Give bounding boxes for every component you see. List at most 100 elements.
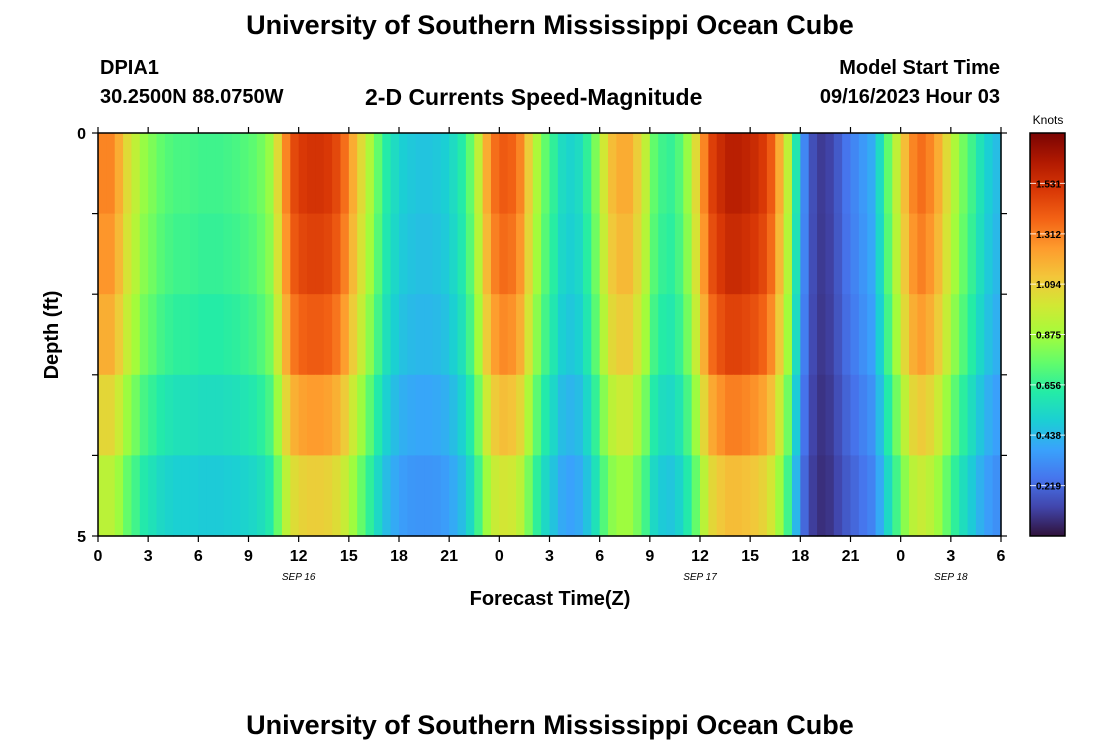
heatmap-cell (775, 133, 785, 215)
x-tick-label: 0 (896, 548, 905, 565)
heatmap-cell (265, 455, 275, 537)
heatmap-cell (666, 455, 676, 537)
heatmap-cell (440, 455, 450, 537)
heatmap-cell (340, 133, 350, 215)
heatmap-cell (98, 374, 107, 456)
heatmap-cell (432, 374, 442, 456)
heatmap-cell (407, 455, 417, 537)
heatmap-cell (741, 213, 751, 295)
heatmap-cell (181, 455, 191, 537)
heatmap-cell (658, 374, 668, 456)
heatmap-cell (608, 455, 617, 537)
heatmap-cell (457, 455, 467, 537)
heatmap-cell (858, 455, 868, 537)
heatmap-cell (164, 213, 174, 295)
heatmap-cell (290, 374, 300, 456)
heatmap-cell (900, 455, 910, 537)
heatmap-cell (549, 133, 559, 215)
heatmap-cell (432, 294, 442, 376)
heatmap-cell (658, 294, 668, 376)
heatmap-cell (808, 213, 818, 295)
heatmap-cell (390, 374, 400, 456)
heatmap-cell (708, 213, 718, 295)
heatmap-cell (959, 133, 969, 215)
heatmap-cell (524, 455, 534, 537)
heatmap-cell (867, 213, 877, 295)
heatmap-cell (566, 294, 576, 376)
heatmap-cell (156, 213, 166, 295)
heatmap-cell (524, 294, 534, 376)
heatmap-cell (323, 374, 333, 456)
heatmap-cell (290, 455, 300, 537)
heatmap-cell (298, 213, 308, 295)
heatmap-cell (691, 455, 701, 537)
heatmap-cell (407, 213, 417, 295)
heatmap-cell (482, 213, 492, 295)
heatmap-cell (524, 374, 534, 456)
heatmap-cell (449, 294, 459, 376)
heatmap-cell (766, 294, 776, 376)
heatmap-cell (942, 374, 952, 456)
x-axis: 0 3 6 9 12 15 18 21 0 3 6 9 12 15 18 21 0 3 6 SEP 16 SEP 17 S… (94, 127, 1006, 583)
heatmap-cell (800, 294, 810, 376)
heatmap-cell (541, 455, 551, 537)
heatmap-cell (215, 374, 225, 456)
heatmap-cell (139, 213, 149, 295)
heatmap-cell (674, 374, 684, 456)
heatmap-cell (591, 213, 601, 295)
heatmap-cell (365, 294, 375, 376)
heatmap-cell (608, 374, 617, 456)
x-tick-label: 15 (340, 548, 358, 565)
heatmap-cell (382, 133, 392, 215)
heatmap-cell (399, 213, 408, 295)
heatmap-cell (641, 213, 651, 295)
heatmap-cell (474, 374, 484, 456)
colorbar-tick-label: 1.312 (1036, 230, 1061, 241)
heatmap-cell (499, 294, 509, 376)
colorbar-tick-label: 0.656 (1036, 381, 1061, 392)
heatmap-cell (281, 294, 291, 376)
station-id: DPIA1 (100, 57, 159, 79)
chart-subtitle: 2-D Currents Speed-Magnitude (365, 84, 703, 110)
heatmap-cell (499, 133, 509, 215)
heatmap-cell (800, 213, 810, 295)
heatmap-cell (248, 294, 258, 376)
heatmap-cell (123, 213, 133, 295)
heatmap-cell (223, 213, 233, 295)
heatmap-cell (181, 213, 191, 295)
heatmap-cell (959, 294, 969, 376)
heatmap-cell (231, 294, 241, 376)
model-start-value: 09/16/2023 Hour 03 (819, 86, 1000, 108)
heatmap-cell (674, 294, 684, 376)
date-label: SEP 18 (934, 572, 968, 583)
heatmap-cell (273, 294, 283, 376)
heatmap-cell (189, 213, 199, 295)
heatmap-cell (482, 374, 492, 456)
heatmap-cell (917, 213, 927, 295)
heatmap-cell (992, 133, 1002, 215)
heatmap-cell (348, 213, 358, 295)
heatmap-cell (750, 374, 760, 456)
heatmap-cell (909, 133, 918, 215)
heatmap-cell (934, 213, 944, 295)
heatmap-cell (474, 294, 484, 376)
heatmap-cell (817, 133, 827, 215)
heatmap-cell (800, 374, 810, 456)
heatmap-cell (114, 455, 124, 537)
y-tick-label: 5 (77, 529, 86, 546)
heatmap-cell (959, 455, 969, 537)
heatmap-cell (198, 213, 208, 295)
colorbar: Knots 1.531 1.312 1.094 0.875 0.656 0.438 0.21… (1029, 113, 1066, 537)
heatmap-cell (850, 133, 860, 215)
heatmap-cell (867, 294, 877, 376)
heatmap-cell (950, 133, 960, 215)
heatmap-cell (733, 374, 743, 456)
heatmap-cell (992, 374, 1002, 456)
heatmap-cell (273, 133, 283, 215)
heatmap-cell (549, 213, 559, 295)
heatmap-cell (883, 133, 893, 215)
heatmap-cell (290, 133, 300, 215)
heatmap-cell (591, 133, 601, 215)
heatmap-cell (984, 294, 994, 376)
heatmap-cell (599, 374, 609, 456)
